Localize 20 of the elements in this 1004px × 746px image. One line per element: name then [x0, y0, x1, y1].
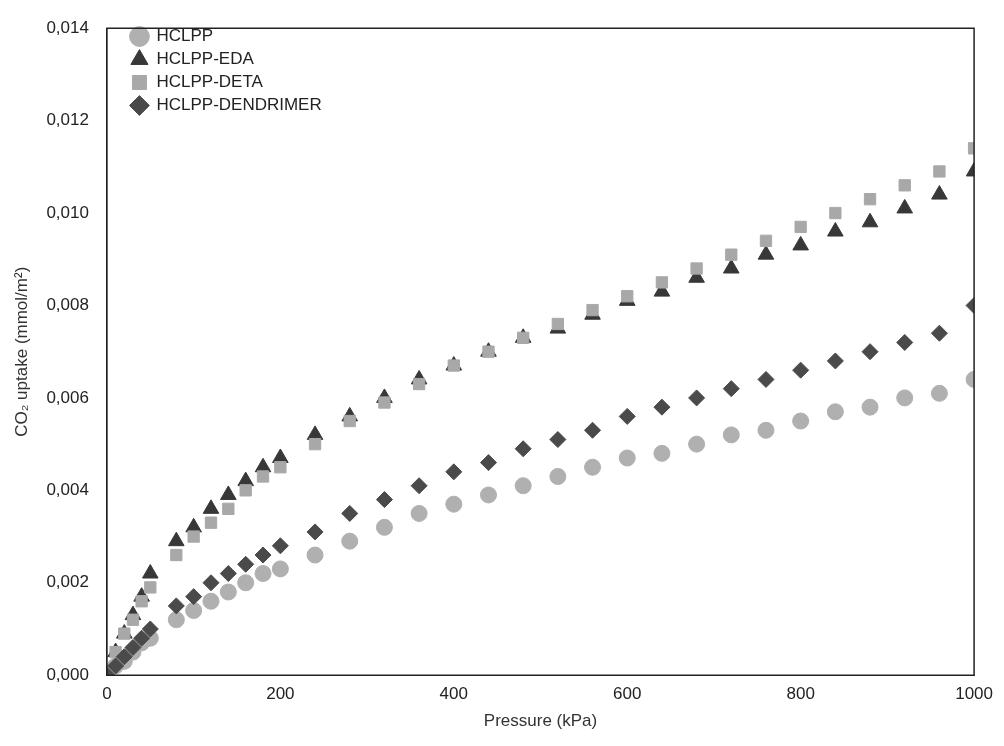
y-tick-label: 0,014: [46, 17, 89, 37]
y-tick-label: 0,012: [46, 110, 89, 130]
x-tick-label: 600: [613, 684, 642, 704]
legend-label: HCLPP-EDA: [156, 49, 255, 69]
legend-label: HCLPP: [156, 26, 214, 46]
x-axis-title: Pressure (kPa): [483, 711, 598, 731]
x-tick-label: 200: [266, 684, 295, 704]
y-tick-label: 0,004: [46, 480, 89, 500]
y-tick-label: 0,010: [46, 202, 89, 222]
y-tick-label: 0,008: [46, 295, 89, 315]
x-tick-label: 400: [439, 684, 468, 704]
y-tick-label: 0,006: [46, 387, 89, 407]
x-tick-label: 0: [102, 684, 112, 704]
legend-label: HCLPP-DENDRIMER: [156, 95, 322, 115]
y-tick-label: 0,002: [46, 572, 89, 592]
y-tick-label: 0,000: [46, 664, 89, 684]
legend-label: HCLPP-DETA: [156, 72, 264, 92]
x-tick-label: 800: [786, 684, 815, 704]
y-axis-title: CO₂ uptake (mmol/m²): [11, 266, 31, 437]
x-tick-label: 1000: [955, 684, 993, 704]
